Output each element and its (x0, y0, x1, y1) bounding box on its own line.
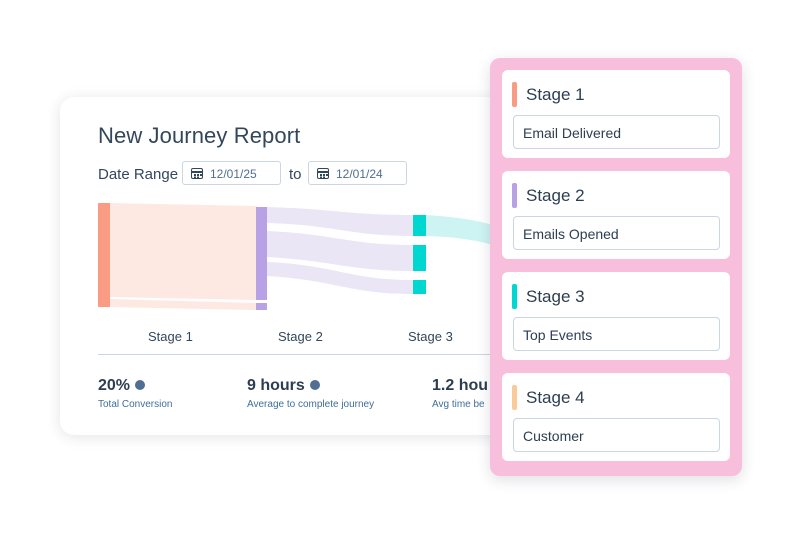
stage-label-1: Stage 1 (148, 329, 193, 344)
date-to-label: to (289, 166, 302, 183)
stage-name: Stage 3 (526, 287, 585, 306)
stage-color-bar (512, 82, 517, 107)
stage-card-3: Stage 3 Top Events (502, 272, 730, 360)
flow-stage1-to-stage2-minor (110, 299, 257, 310)
flow-stage1-to-stage2-main (110, 203, 257, 300)
start-date-value: 12/01/25 (210, 167, 257, 181)
metric-label: Avg time be (432, 399, 485, 410)
stage3-node-b (413, 245, 426, 271)
metric-average-completion: 9 hours Average to complete journey (247, 377, 374, 410)
metric-value: 20% (98, 377, 131, 394)
stage-color-bar (512, 284, 517, 309)
stage-name: Stage 4 (526, 388, 585, 407)
journey-sankey-chart (98, 203, 500, 310)
flow-stage2-to-stage3-a (267, 207, 413, 236)
calendar-icon (317, 168, 329, 179)
metric-avg-time-between: 1.2 hou Avg time be (432, 377, 488, 410)
stage-card-2: Stage 2 Emails Opened (502, 171, 730, 259)
flow-stage2-to-stage3-b (267, 231, 413, 271)
start-date-input[interactable]: 12/01/25 (182, 161, 281, 185)
stage-color-bar (512, 385, 517, 410)
stage3-node-a (413, 215, 426, 236)
stage-event-field[interactable]: Top Events (513, 317, 720, 351)
flow-stage2-to-stage3-c (267, 262, 413, 294)
stage-label-3: Stage 3 (408, 329, 453, 344)
stages-panel: Stage 1 Email Delivered Stage 2 Emails O… (490, 58, 742, 476)
metric-value: 9 hours (247, 377, 305, 394)
metrics-divider (98, 354, 580, 355)
stage-name: Stage 1 (526, 85, 585, 104)
stage-color-bar (512, 183, 517, 208)
stage-event-field[interactable]: Customer (513, 418, 720, 452)
stage-event-field[interactable]: Email Delivered (513, 115, 720, 149)
stage-card-1: Stage 1 Email Delivered (502, 70, 730, 158)
metric-label: Average to complete journey (247, 399, 375, 410)
stage-label-2: Stage 2 (278, 329, 323, 344)
date-range-row: Date Range 12/01/25 to 12/01/24 (98, 161, 498, 187)
metric-label: Total Conversion (98, 399, 173, 410)
info-dot-icon[interactable] (309, 380, 320, 390)
date-range-label: Date Range (98, 166, 179, 183)
info-dot-icon[interactable] (135, 380, 146, 390)
stage-event-field[interactable]: Emails Opened (513, 216, 720, 250)
end-date-value: 12/01/24 (336, 167, 383, 181)
stage-name: Stage 2 (526, 186, 585, 205)
report-title: New Journey Report (98, 123, 301, 148)
metric-value: 1.2 hou (432, 377, 489, 394)
metric-total-conversion: 20% Total Conversion (98, 377, 172, 410)
stage2-node-minor (256, 303, 267, 310)
stage1-node (98, 203, 110, 307)
calendar-icon (191, 168, 203, 179)
stage-card-4: Stage 4 Customer (502, 373, 730, 461)
end-date-input[interactable]: 12/01/24 (308, 161, 407, 185)
stage3-node-c (413, 280, 426, 294)
flow-stage3-to-stage4 (426, 215, 500, 247)
stage2-node (256, 207, 267, 300)
